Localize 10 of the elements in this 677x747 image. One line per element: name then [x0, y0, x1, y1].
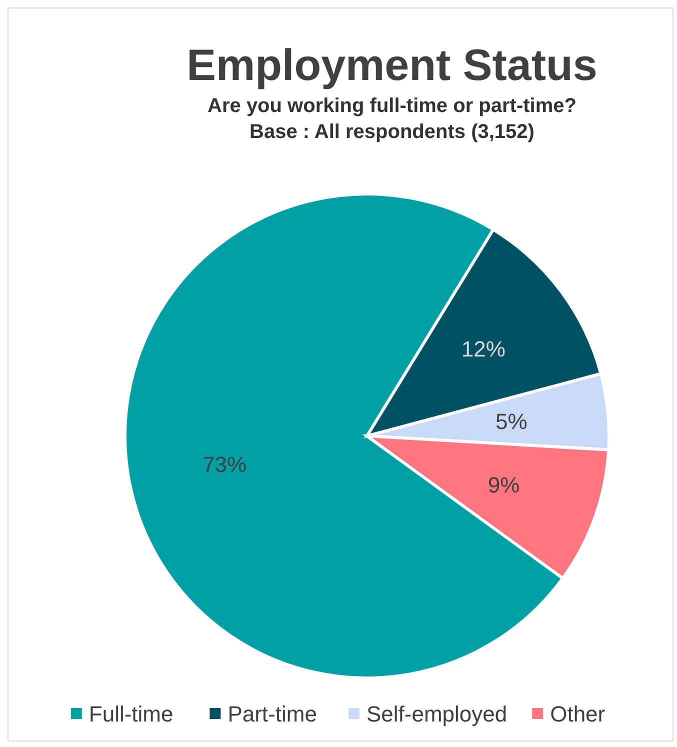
legend-label: Part-time — [228, 702, 317, 726]
legend-label: Self-employed — [366, 702, 508, 726]
data-label: 73% — [202, 452, 247, 477]
legend-label: Full-time — [88, 702, 174, 726]
chart-title: Employment Status — [186, 41, 598, 90]
chart-subtitle: Are you working full-time or part-time? Base : All respondents (3,152) — [208, 95, 576, 143]
data-label: 12% — [461, 336, 506, 362]
data-label: 5% — [496, 408, 528, 434]
legend-label: Other — [550, 702, 606, 726]
data-label: 9% — [488, 472, 520, 498]
